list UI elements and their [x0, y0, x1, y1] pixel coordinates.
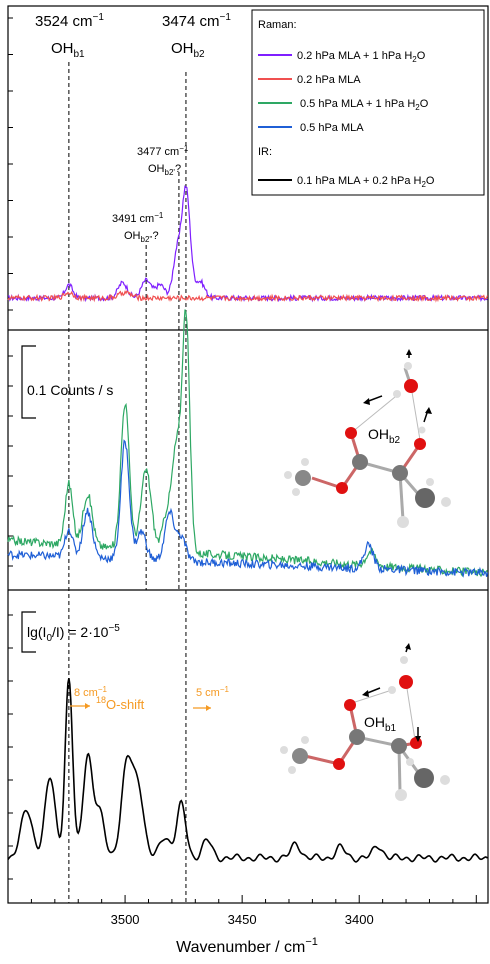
mol-bot-arrowhead-1 — [362, 690, 369, 697]
mol-bot-atom-h8 — [400, 656, 408, 664]
mol-top-atom-c2 — [295, 470, 311, 486]
mol-bot-arrowhead-2 — [415, 736, 421, 742]
mol-bot-atom-o1 — [344, 699, 356, 711]
mol-top-atom-o1 — [345, 427, 357, 439]
mol-top-atom-h6 — [426, 478, 434, 486]
mol-bot-atom-h6 — [406, 758, 414, 766]
series-layer — [7, 185, 489, 863]
mol-top-atom-h3 — [301, 458, 309, 466]
mol-bot-label: OHb1 — [364, 714, 397, 734]
mol-bot-atom-o2 — [333, 758, 345, 770]
mol-top-atom-h7 — [418, 426, 426, 434]
shift-right-label: 5 cm−1 — [196, 685, 230, 699]
mol-bot-atom-c1 — [349, 729, 365, 745]
mol-top-atom-h2 — [292, 488, 300, 496]
mol-top-atom-o4 — [404, 379, 418, 393]
ir-scale-label: lg(I0/I) = 2·10−5 — [27, 623, 120, 644]
mol-top-atom-c3 — [392, 465, 408, 481]
mol-bot-hbond-1 — [351, 689, 393, 704]
mol-bot-atom-c3 — [391, 738, 407, 754]
mol-bot-atom-h1 — [280, 746, 288, 754]
legend-entry-2: 0.5 hPa MLA + 1 hPa H2O — [300, 98, 429, 112]
legend-raman-heading: Raman: — [258, 19, 297, 31]
reference-lines — [68, 62, 187, 903]
mode-label-3477: OHb2'? — [148, 163, 181, 177]
molecule-oh-b2: OHb2 — [284, 349, 451, 528]
legend-entry-4: 0.1 hPa MLA + 0.2 hPa H2O — [297, 175, 435, 189]
x-tick-label-3500: 3500 — [111, 912, 140, 927]
x-axis-label: Wavenumber / cm−1 — [176, 936, 318, 956]
raman-scale-label: 0.1 Counts / s — [27, 382, 113, 398]
mol-top-arrowhead-1 — [363, 398, 370, 405]
legend-entry-3: 0.5 hPa MLA — [300, 122, 364, 134]
mol-top-atom-h4 — [397, 516, 409, 528]
series-line-3 — [7, 439, 489, 578]
molecule-oh-b1: OHb1 — [280, 643, 450, 801]
ir-scale-bar — [21, 611, 36, 653]
series-line-1 — [7, 289, 489, 303]
mol-top-atom-c1 — [352, 454, 368, 470]
mode-label-3491: OHb2''? — [124, 230, 159, 244]
legend: Raman: 0.2 hPa MLA + 1 hPa H2O 0.2 hPa M… — [251, 9, 485, 196]
mol-top-hbond-1 — [350, 396, 396, 434]
shift-center-label: 18O-shift — [96, 695, 145, 712]
plot-frame — [7, 5, 489, 904]
mol-top-atom-h8 — [393, 390, 401, 398]
ref-label-3474: 3474 cm−1 — [162, 12, 231, 30]
mol-top-atom-c4 — [415, 488, 435, 508]
mol-bot-atom-h5 — [440, 775, 450, 785]
mol-bot-atom-c4 — [414, 768, 434, 788]
mode-label-3524: OHb1 — [51, 40, 85, 60]
mode-label-3474: OHb2 — [171, 40, 205, 60]
mol-top-atom-h5 — [441, 497, 451, 507]
ref-label-3491: 3491 cm−1 — [112, 211, 164, 225]
series-line-0 — [7, 185, 488, 303]
mol-bot-atom-h3 — [301, 736, 309, 744]
mol-top-atom-h9 — [404, 362, 412, 370]
mol-bot-arrowhead-3 — [405, 643, 411, 650]
mol-top-arrowhead-2 — [425, 407, 432, 414]
mol-bot-atom-h2 — [288, 766, 296, 774]
legend-entry-1: 0.2 hPa MLA — [297, 74, 361, 86]
mol-bot-atom-h7 — [388, 686, 396, 694]
mol-top-atom-o2 — [336, 482, 348, 494]
x-axis-ticks: 3500 3450 3400 — [30, 895, 477, 927]
ref-label-3524: 3524 cm−1 — [35, 12, 104, 30]
isotope-shift-annotation: 8 cm−1 18O-shift 5 cm−1 — [70, 685, 230, 712]
mol-top-arrowhead-3 — [406, 349, 412, 355]
raman-scale-bar — [21, 345, 36, 419]
shift-left-label: 8 cm−1 — [74, 685, 108, 699]
legend-entry-0: 0.2 hPa MLA + 1 hPa H2O — [297, 50, 426, 64]
ref-label-3477: 3477 cm−1 — [137, 144, 189, 158]
mol-bot-atom-c2 — [292, 748, 308, 764]
x-tick-label-3400: 3400 — [345, 912, 374, 927]
mol-bot-atom-o4 — [399, 675, 413, 689]
mol-top-hbond-2 — [410, 385, 421, 441]
shift-right-arrowhead — [206, 705, 211, 711]
series-line-4 — [7, 677, 489, 863]
mol-bot-atom-h4 — [395, 789, 407, 801]
shift-left-arrowhead — [85, 703, 90, 709]
mol-top-label: OHb2 — [368, 426, 401, 446]
legend-ir-heading: IR: — [258, 146, 272, 158]
mol-bot-atom-o3 — [410, 737, 422, 749]
x-tick-label-3450: 3450 — [228, 912, 257, 927]
mol-top-atom-o3 — [414, 438, 426, 450]
left-ticks — [8, 17, 13, 880]
mol-top-atom-h1 — [284, 471, 292, 479]
mol-bot-hbond-2 — [405, 681, 416, 741]
